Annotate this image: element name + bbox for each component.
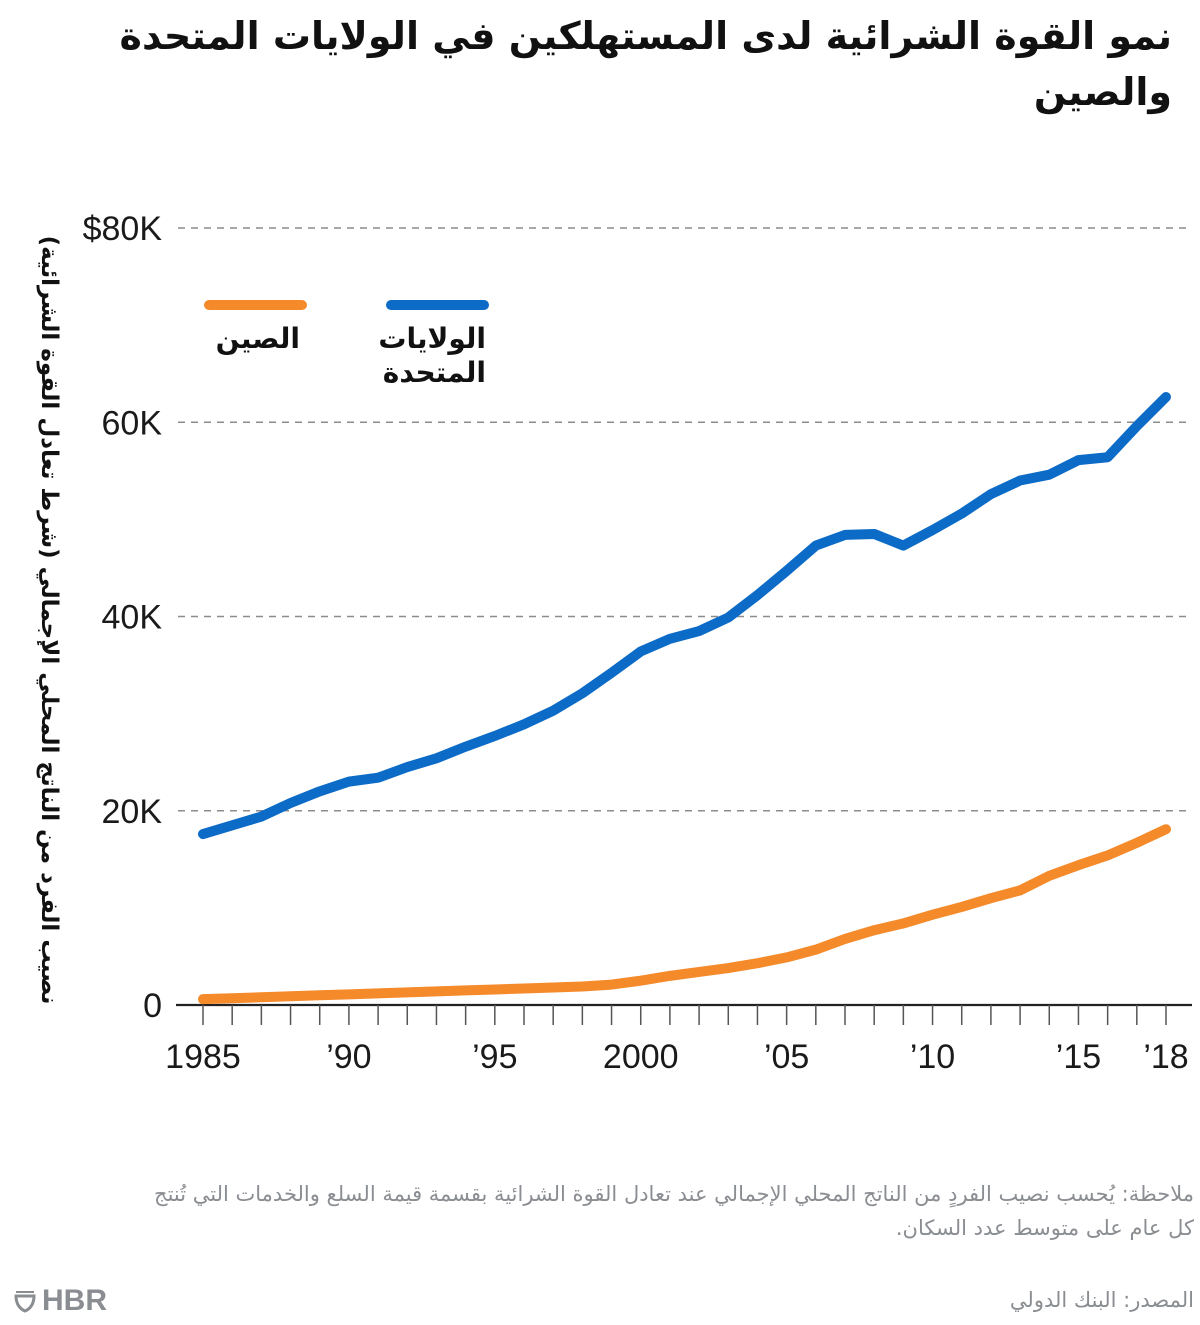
y-axis-label: نصيب الفرد من الناتج المحلي الإجمالي (شر… [36,236,62,1005]
gridlines [178,227,1190,812]
x-tick-label: ’05 [764,1038,809,1076]
y-tick-label: 0 [143,987,162,1025]
series-lines [198,391,1171,1005]
x-tick-label: ’95 [472,1038,517,1076]
x-axis-labels: 1985 ’90 ’95 2000 ’05 ’10 ’15 ’18 [165,1038,1189,1076]
x-tick-label: ’15 [1056,1038,1101,1076]
y-tick-label: 60K [102,404,163,442]
y-tick-label: $80K [83,210,163,248]
shield-icon [14,1291,36,1313]
brand-text: HBR [42,1284,107,1317]
brand-logo: HBR [14,1284,107,1318]
x-tick-label: 2000 [603,1038,679,1076]
y-axis-ticks: 0 20K 40K 60K $80K [83,210,163,1025]
y-tick-label: 40K [102,599,163,637]
x-tick-label: ’90 [326,1038,371,1076]
legend-label-usa: الولايات المتحدة [378,322,486,389]
x-tick-label: ’10 [910,1038,955,1076]
series-line-usa [198,391,1171,840]
x-axis-ticks [202,1005,1167,1025]
legend-label-china: الصين [215,322,300,355]
x-tick-label: 1985 [165,1038,241,1076]
chart-title: نمو القوة الشرائية لدى المستهلكين في الو… [119,14,1172,114]
series-line-china [198,824,1171,1005]
x-tick-label: ’18 [1143,1038,1188,1076]
chart-note: ملاحظة: يُحسب نصيب الفردٍ من الناتج المح… [154,1182,1194,1240]
y-tick-label: 20K [102,793,163,831]
chart-source: المصدر: البنك الدولي [1009,1288,1194,1312]
